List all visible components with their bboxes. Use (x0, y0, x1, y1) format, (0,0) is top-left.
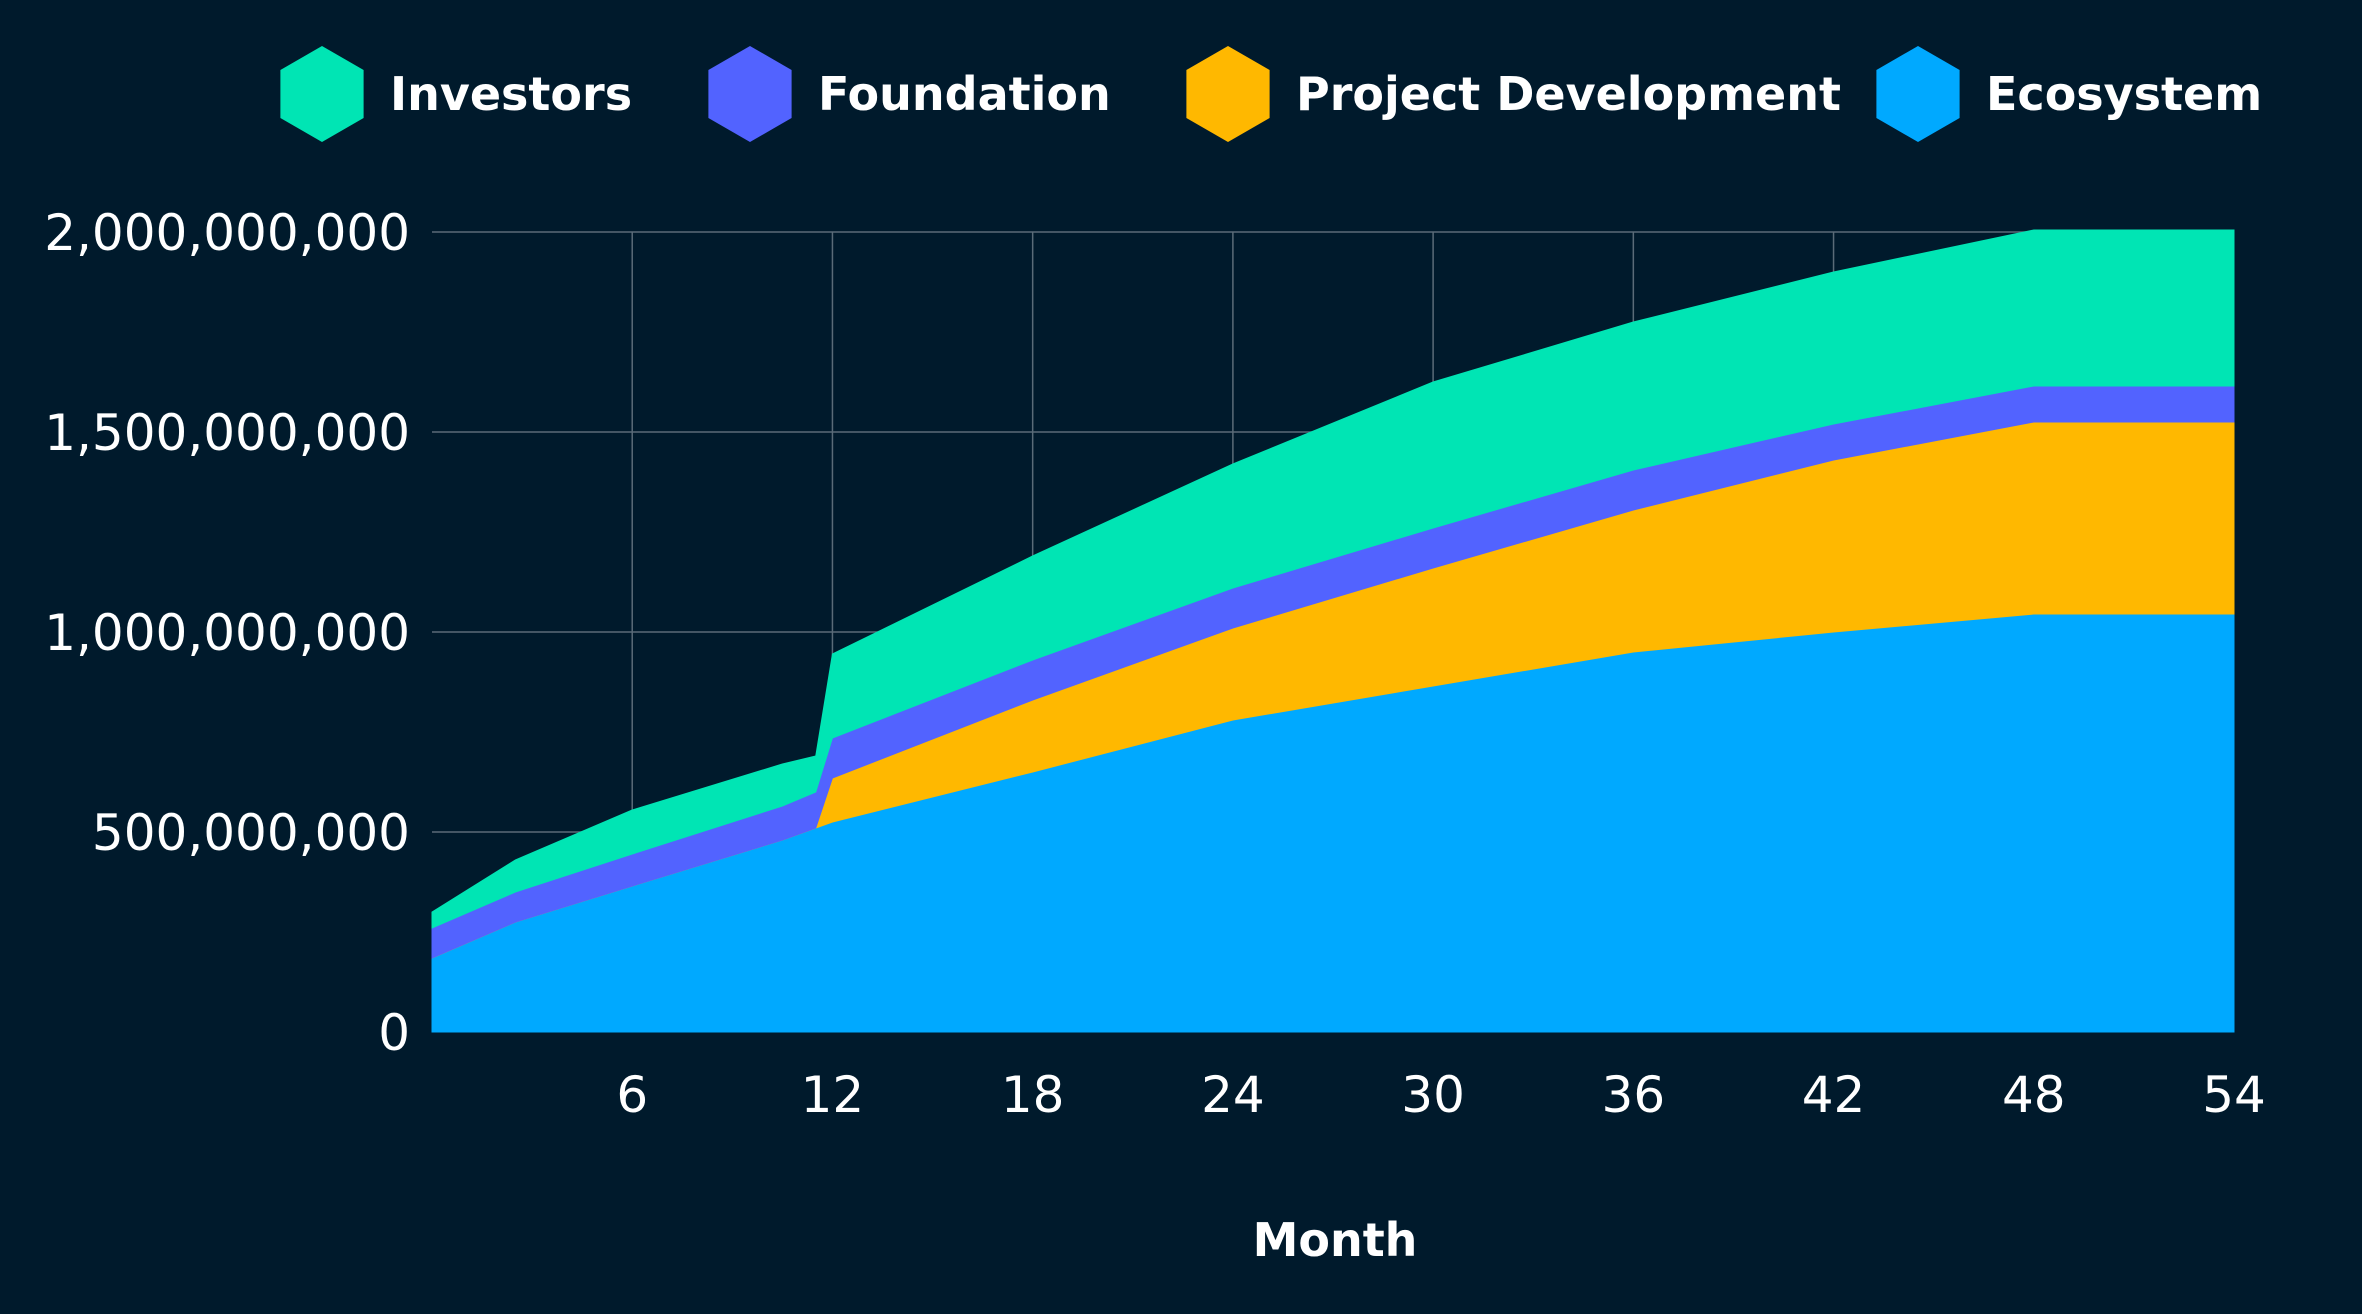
x-axis: 6 12 18 24 30 36 42 48 54 (616, 1066, 2265, 1124)
hexagon-icon (1186, 46, 1270, 142)
legend-label: Ecosystem (1986, 67, 2262, 121)
x-tick-label: 30 (1401, 1066, 1465, 1124)
hexagon-icon (1876, 46, 1960, 142)
x-tick-label: 24 (1201, 1066, 1265, 1124)
area-investors (431, 229, 2235, 929)
legend-label: Foundation (818, 67, 1111, 121)
x-axis-title: Month (1253, 1213, 1418, 1267)
hexagon-icon (708, 46, 792, 142)
legend-item-investors: Investors (280, 46, 632, 142)
y-tick-label: 500,000,000 (92, 804, 410, 862)
y-tick-label: 1,000,000,000 (44, 604, 410, 662)
y-axis: 0 500,000,000 1,000,000,000 1,500,000,000 2,… (44, 204, 410, 1062)
legend-item-foundation: Foundation (708, 46, 1111, 142)
legend-label: Project Development (1296, 67, 1841, 121)
y-tick-label: 0 (378, 1004, 410, 1062)
y-tick-label: 2,000,000,000 (44, 204, 410, 262)
areas (431, 229, 2235, 1033)
x-tick-label: 12 (801, 1066, 865, 1124)
x-tick-label: 42 (1802, 1066, 1866, 1124)
legend-item-project-development: Project Development (1186, 46, 1841, 142)
x-tick-label: 48 (2002, 1066, 2066, 1124)
y-tick-label: 1,500,000,000 (44, 404, 410, 462)
hexagon-icon (280, 46, 364, 142)
x-tick-label: 6 (616, 1066, 648, 1124)
legend: Investors Foundation Project Development Ec… (280, 46, 2262, 142)
x-tick-label: 54 (2202, 1066, 2266, 1124)
x-tick-label: 36 (1602, 1066, 1666, 1124)
legend-item-ecosystem: Ecosystem (1876, 46, 2262, 142)
legend-label: Investors (390, 67, 632, 121)
x-tick-label: 18 (1001, 1066, 1065, 1124)
